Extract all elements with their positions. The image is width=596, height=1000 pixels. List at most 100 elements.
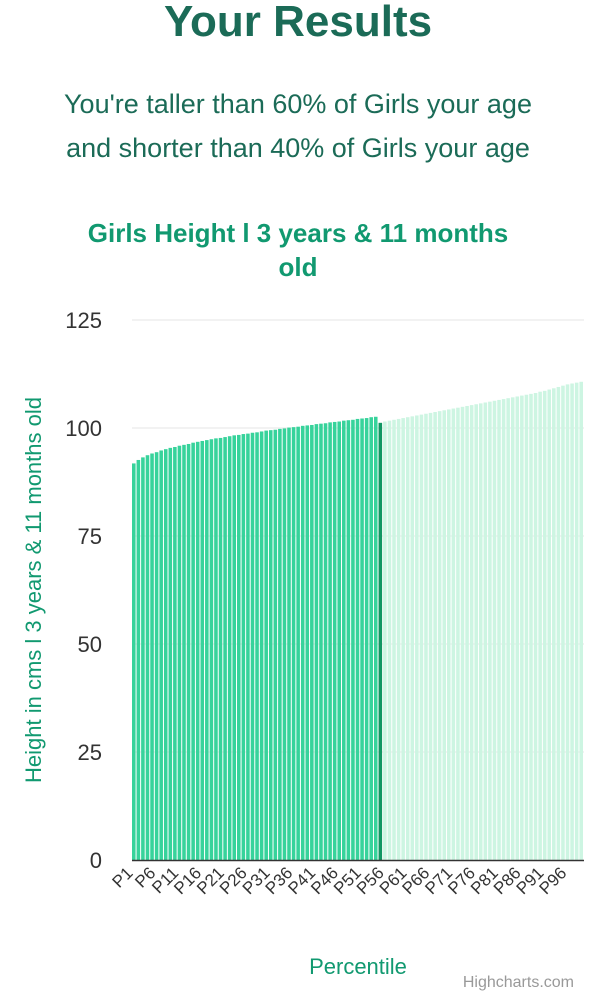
bar-P80[interactable] <box>492 400 497 860</box>
bar-P10[interactable] <box>173 447 177 860</box>
bar-P73[interactable] <box>460 406 465 860</box>
bar-P59[interactable] <box>396 418 401 860</box>
bar-P36[interactable] <box>291 427 296 860</box>
bar-P42[interactable] <box>319 423 323 860</box>
bar-P16[interactable] <box>200 440 205 860</box>
bar-P20[interactable] <box>218 437 223 860</box>
bar-P45[interactable] <box>332 421 337 860</box>
bar-P57[interactable] <box>387 420 392 860</box>
bar-P25[interactable] <box>241 434 246 860</box>
bar-P35[interactable] <box>287 427 291 860</box>
bar-P96[interactable] <box>565 384 570 860</box>
bar-P28[interactable] <box>255 432 259 860</box>
bar-P44[interactable] <box>328 422 332 860</box>
bar-P18[interactable] <box>209 439 214 860</box>
bar-P26[interactable] <box>246 433 250 860</box>
bar-P70[interactable] <box>447 409 451 860</box>
bar-P71[interactable] <box>451 408 456 860</box>
bar-P6[interactable] <box>154 452 159 860</box>
bar-P54[interactable] <box>373 416 378 860</box>
bar-P31[interactable] <box>268 430 273 860</box>
bar-P81[interactable] <box>497 399 501 860</box>
bar-P85[interactable] <box>515 396 520 860</box>
bar-P48[interactable] <box>346 420 351 860</box>
bar-P67[interactable] <box>433 412 437 860</box>
bar-P41[interactable] <box>314 424 319 860</box>
bar-P91[interactable] <box>542 390 547 860</box>
bar-P7[interactable] <box>159 450 163 860</box>
bar-P72[interactable] <box>456 407 460 860</box>
bar-P58[interactable] <box>392 419 396 860</box>
bar-P37[interactable] <box>296 426 300 860</box>
bar-P5[interactable] <box>150 453 154 860</box>
bar-P69[interactable] <box>442 410 447 860</box>
bar-P53[interactable] <box>369 417 373 860</box>
bar-P66[interactable] <box>428 412 433 860</box>
bar-P29[interactable] <box>259 431 264 860</box>
bar-P68[interactable] <box>437 411 442 860</box>
bar-P87[interactable] <box>524 394 529 860</box>
bar-P83[interactable] <box>506 398 510 860</box>
bar-P24[interactable] <box>237 434 241 860</box>
bar-P21[interactable] <box>223 437 227 860</box>
bar-P94[interactable] <box>556 386 561 860</box>
bar-P63[interactable] <box>415 415 419 860</box>
bar-P79[interactable] <box>488 401 492 860</box>
bar-P30[interactable] <box>264 430 268 860</box>
bar-P13[interactable] <box>186 443 191 860</box>
bar-P62[interactable] <box>410 416 415 860</box>
bar-P55[interactable] <box>378 422 383 860</box>
bar-P32[interactable] <box>273 429 278 860</box>
bar-P60[interactable] <box>401 418 405 860</box>
bar-P3[interactable] <box>141 457 145 860</box>
bar-P98[interactable] <box>574 382 579 860</box>
bar-P14[interactable] <box>191 442 195 860</box>
bar-P95[interactable] <box>561 385 565 860</box>
bar-P88[interactable] <box>529 393 533 860</box>
bar-P43[interactable] <box>323 423 328 860</box>
bar-P84[interactable] <box>510 397 515 860</box>
bar-P46[interactable] <box>337 421 342 860</box>
bar-P92[interactable] <box>547 389 552 860</box>
bar-P39[interactable] <box>305 425 310 860</box>
bar-P74[interactable] <box>465 405 469 860</box>
bar-P75[interactable] <box>469 405 474 860</box>
bar-P23[interactable] <box>232 435 236 860</box>
bar-P52[interactable] <box>364 418 369 860</box>
bar-P76[interactable] <box>474 404 478 860</box>
highcharts-credit[interactable]: Highcharts.com <box>462 974 574 991</box>
bar-P82[interactable] <box>501 399 506 860</box>
bar-P2[interactable] <box>136 459 141 860</box>
bar-P1[interactable] <box>132 463 136 860</box>
bar-P33[interactable] <box>278 428 282 860</box>
bar-P9[interactable] <box>168 447 173 860</box>
bar-P56[interactable] <box>383 421 387 860</box>
bar-P27[interactable] <box>250 432 255 860</box>
bar-P19[interactable] <box>214 438 218 860</box>
bar-P78[interactable] <box>483 402 488 860</box>
bar-P4[interactable] <box>145 455 150 860</box>
bar-P22[interactable] <box>227 436 232 860</box>
bar-P99[interactable] <box>579 381 583 860</box>
bar-P65[interactable] <box>424 413 428 860</box>
bar-P34[interactable] <box>282 428 287 860</box>
bar-P77[interactable] <box>478 403 483 860</box>
bar-P97[interactable] <box>570 383 574 861</box>
bar-P47[interactable] <box>342 420 346 860</box>
bar-P61[interactable] <box>405 417 410 860</box>
bar-P86[interactable] <box>520 395 524 860</box>
bar-P50[interactable] <box>355 418 360 860</box>
bar-P89[interactable] <box>533 393 538 860</box>
bar-P15[interactable] <box>195 441 200 860</box>
bar-P90[interactable] <box>538 391 542 860</box>
bar-P40[interactable] <box>310 424 314 860</box>
bar-P64[interactable] <box>419 414 424 860</box>
bar-P12[interactable] <box>182 444 186 860</box>
bar-P8[interactable] <box>163 449 168 860</box>
bar-P38[interactable] <box>300 425 305 860</box>
bar-P11[interactable] <box>177 445 182 860</box>
bar-P17[interactable] <box>205 440 209 860</box>
bar-P93[interactable] <box>552 388 556 860</box>
bar-P49[interactable] <box>351 419 355 860</box>
bar-P51[interactable] <box>360 418 364 861</box>
